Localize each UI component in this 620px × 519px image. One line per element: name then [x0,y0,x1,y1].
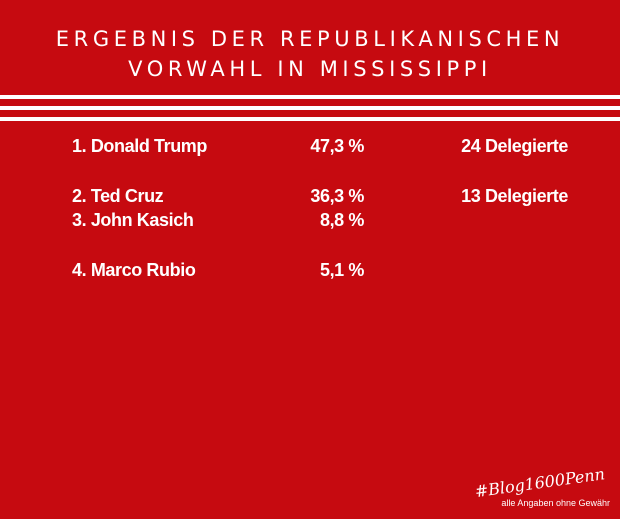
candidate-name: 3. John Kasich [72,210,194,230]
candidate-delegates: 24 Delegierte [461,136,568,156]
divider-stripe-top [0,95,620,99]
result-row: 3. John Kasich 8,8 % [0,210,620,234]
title-line-2: VORWAHL IN MISSISSIPPI [128,57,492,81]
title-line-1: ERGEBNIS DER REPUBLIKANISCHEN [55,27,565,51]
hashtag-watermark: #Blog1600Penn [473,464,606,502]
result-row: 1. Donald Trump 47,3 % 24 Delegierte [0,136,620,160]
divider-stripe-bottom [0,117,620,121]
result-row: 4. Marco Rubio 5,1 % [0,260,620,284]
candidate-percent: 8,8 % [319,210,364,230]
candidate-name: 4. Marco Rubio [72,260,196,280]
result-row: 2. Ted Cruz 36,3 % 13 Delegierte [0,186,620,210]
candidate-name: 2. Ted Cruz [72,186,164,206]
disclaimer-text: alle Angaben ohne Gewähr [501,498,610,508]
candidate-percent: 5,1 % [319,260,364,280]
divider-stripe-middle [0,106,620,110]
candidate-percent: 47,3 % [310,136,364,156]
candidate-delegates: 13 Delegierte [461,186,568,206]
candidate-name: 1. Donald Trump [72,136,208,156]
candidate-percent: 36,3 % [310,186,364,206]
